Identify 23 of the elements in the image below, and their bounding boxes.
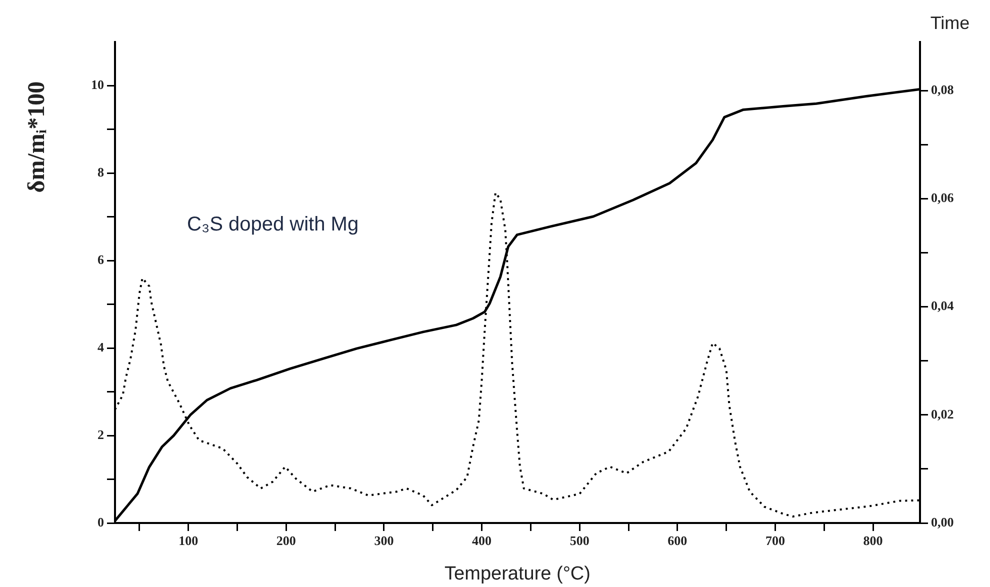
x-tick-label: 200 [276, 533, 296, 548]
y-tick-label: 2 [98, 426, 104, 442]
y2-tick-label: 0,06 [931, 190, 954, 206]
y2-tick-label: 0,02 [931, 406, 954, 422]
annotation: C₃S doped with Mg [187, 214, 359, 236]
y-axis-title: δm/mᵢ*100 [24, 81, 50, 193]
y2-tick-label: 0,00 [931, 514, 954, 530]
y-tick-label: 8 [98, 164, 104, 180]
x-tick-label: 400 [472, 533, 492, 548]
y2-tick-label: 0,04 [931, 298, 954, 314]
y-tick-label: 6 [98, 252, 104, 267]
x-tick-label: 800 [863, 533, 883, 548]
x-tick-label: 500 [570, 533, 590, 548]
y-tick-label: 0 [98, 514, 104, 530]
y-tick-label: 4 [98, 339, 104, 354]
x-tick-label: 700 [765, 533, 785, 548]
x-tick-label: 300 [374, 533, 394, 548]
x-axis-title: Temperature (°C) [444, 564, 590, 585]
y2-axis-title: Time [930, 12, 970, 33]
y-tick-label: 10 [91, 77, 104, 92]
x-tick-label: 100 [178, 533, 198, 548]
x-tick-label: 600 [668, 533, 688, 548]
y2-tick-label: 0,08 [931, 82, 954, 97]
